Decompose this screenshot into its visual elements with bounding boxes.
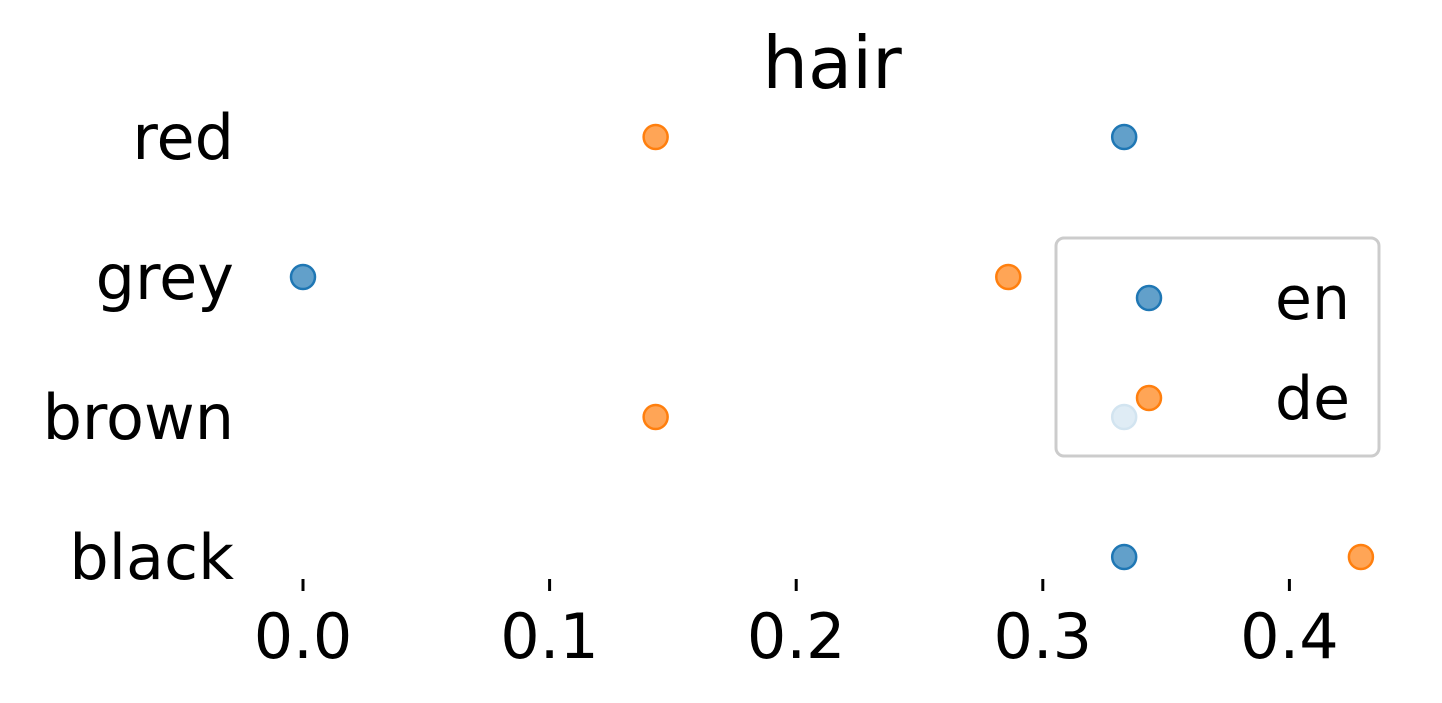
x-tick-label-2: 0.2	[747, 600, 846, 673]
x-tick-label-0: 0.0	[254, 600, 353, 673]
x-axis: 0.0 0.1 0.2 0.3 0.4	[254, 579, 1339, 673]
data-points	[289, 123, 1375, 571]
y-tick-label-red: red	[132, 101, 234, 174]
legend-marker-de	[1135, 384, 1163, 412]
chart-title: hair	[762, 21, 902, 105]
y-tick-label-grey: grey	[96, 241, 234, 314]
point-de-brown	[642, 403, 669, 431]
point-en-black	[1110, 543, 1138, 571]
y-axis-labels: black brown grey red	[43, 101, 235, 594]
legend-label-en: en	[1275, 264, 1350, 334]
x-tick-label-3: 0.3	[993, 600, 1092, 673]
point-de-red	[642, 123, 669, 151]
x-tick-label-1: 0.1	[500, 600, 599, 673]
point-en-grey	[289, 263, 317, 291]
point-de-grey	[995, 263, 1022, 291]
legend-marker-en	[1135, 284, 1163, 312]
point-de-black	[1347, 543, 1375, 571]
x-tick-label-4: 0.4	[1240, 600, 1339, 673]
legend: en de	[1054, 236, 1381, 458]
point-en-red	[1110, 123, 1138, 151]
y-tick-label-brown: brown	[43, 381, 234, 454]
legend-label-de: de	[1275, 364, 1350, 434]
y-tick-label-black: black	[69, 521, 234, 594]
